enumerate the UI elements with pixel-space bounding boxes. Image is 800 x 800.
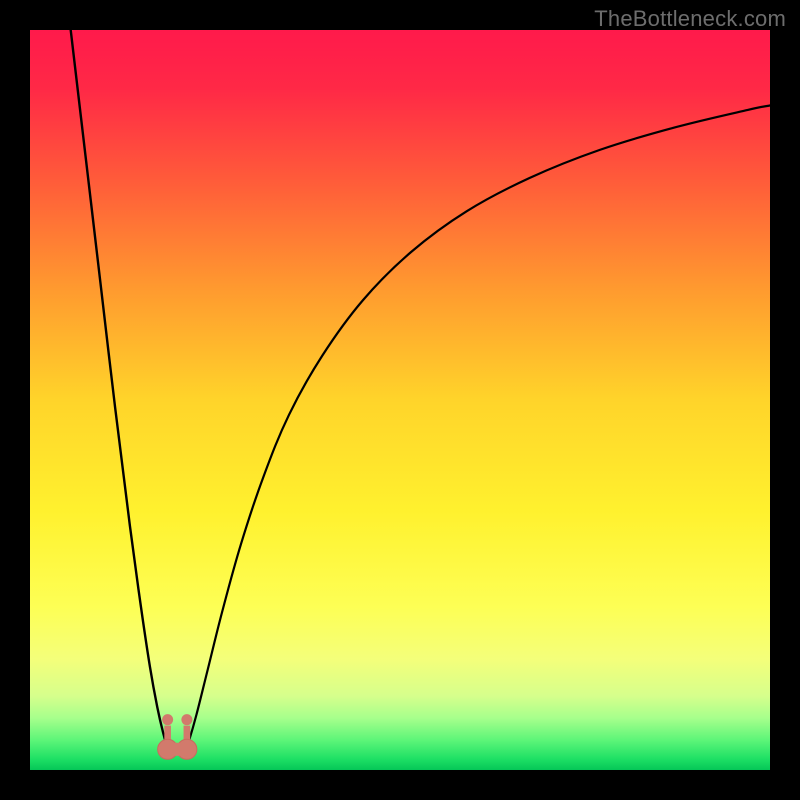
series-right-branch [184,105,770,755]
chart-container: TheBottleneck.com [0,0,800,800]
plot-area [30,30,770,770]
curve-layer [30,30,770,770]
series-left-branch [71,30,172,755]
watermark-label: TheBottleneck.com [594,6,786,32]
